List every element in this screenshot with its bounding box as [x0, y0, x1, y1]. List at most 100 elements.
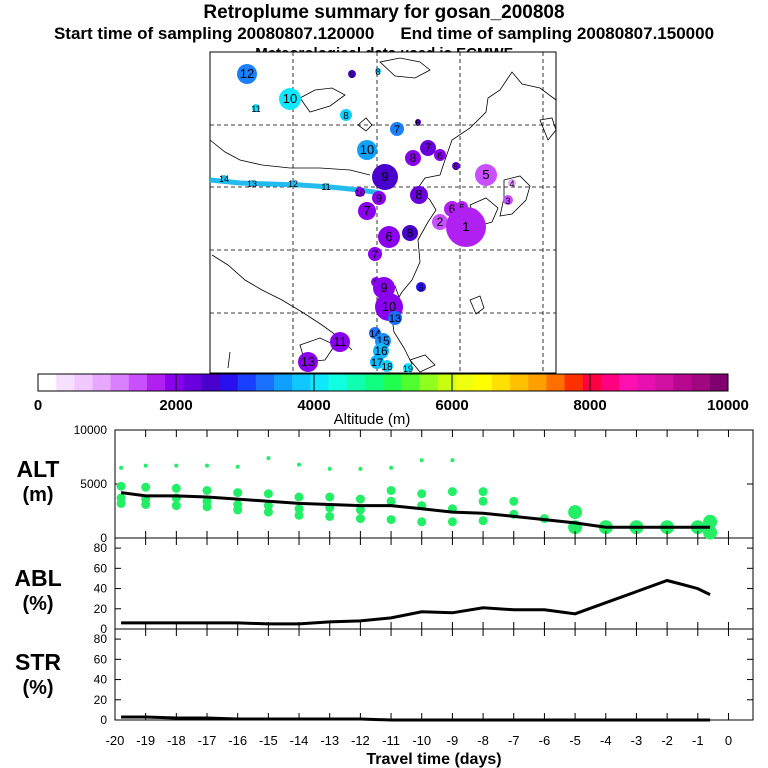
x-tick-label: -8	[477, 733, 489, 748]
colorbar-swatch	[183, 374, 202, 391]
map-dot-label: 2	[437, 215, 444, 229]
alt-point	[294, 510, 304, 520]
map-dot	[348, 70, 356, 78]
colorbar-swatch	[237, 374, 257, 391]
str-panel-label: STR	[15, 649, 61, 675]
map-dot	[252, 104, 260, 112]
x-tick-label: -6	[539, 733, 551, 748]
map-dot	[403, 363, 413, 373]
alt-point	[174, 463, 179, 468]
alt-point	[509, 496, 519, 506]
map-dot	[434, 149, 446, 161]
alt-point	[447, 517, 457, 527]
map-dot-label: 12	[240, 66, 254, 81]
colorbar-tick-label: 6000	[435, 397, 468, 414]
map-dot-label: 8	[407, 226, 414, 240]
map-dot-label: 8	[375, 67, 380, 77]
map-dot	[357, 140, 377, 160]
colorbar-swatch	[691, 374, 711, 391]
x-tick-label: 0	[725, 733, 732, 748]
x-tick-label: -15	[259, 733, 278, 748]
colorbar-swatch	[274, 374, 293, 391]
map-dot-label: 7	[363, 203, 370, 218]
x-axis: -20 -19 -18 -17 -16 -15 -14 -13 -12 -11 -10 -9 -8 -7-…	[106, 430, 732, 748]
x-tick-label: -18	[167, 733, 186, 748]
colorbar-swatch	[655, 374, 674, 391]
abl-panel-unit: (%)	[22, 593, 53, 615]
colorbar-swatch	[165, 374, 184, 391]
map-dot-label: 4	[509, 179, 514, 189]
alt-point	[703, 525, 718, 540]
map-dot	[402, 225, 418, 241]
colorbar-swatch	[600, 374, 620, 391]
colorbar-swatch	[401, 374, 420, 391]
str-line	[121, 715, 711, 722]
map-dot-label: 8	[415, 187, 422, 202]
str-panel-unit: (%)	[22, 677, 53, 699]
map-dot-label: 10	[283, 91, 297, 106]
colorbar-swatch	[364, 374, 384, 391]
map-dot-label: 9	[349, 70, 354, 80]
abl-panel-label: ABL	[14, 565, 61, 591]
x-tick-label: -1	[692, 733, 704, 748]
colorbar-swatch	[219, 374, 239, 391]
alt-ytick-label: 10000	[74, 423, 108, 437]
colorbar-swatch	[146, 374, 166, 391]
map-dot-label: 7	[425, 141, 432, 155]
alt-point	[202, 502, 212, 512]
map-dot	[249, 180, 255, 186]
colorbar-tick-label: 10000	[707, 397, 749, 414]
colorbar-swatch	[709, 374, 729, 391]
map-dot-label: 10	[355, 188, 365, 198]
alt-point	[389, 465, 394, 470]
alt-point	[355, 494, 365, 504]
map-dot	[452, 162, 460, 170]
end-time: End time of sampling 20080807.150000	[400, 24, 715, 43]
map-dot-label: 18	[381, 362, 393, 373]
map-dot	[508, 179, 516, 187]
colorbar-swatch	[292, 374, 311, 391]
map-dot-label: 11	[251, 104, 260, 114]
colorbar-label: Altitude (m)	[334, 411, 411, 428]
map-dot	[290, 180, 296, 186]
map-dot-label: 7	[372, 249, 378, 261]
alt-point	[419, 458, 424, 463]
alt-point	[297, 462, 301, 467]
alt-point	[386, 515, 396, 525]
map-dot	[381, 360, 393, 372]
map-plume-dots: 1298101187610876554314131211109987654216…	[219, 64, 516, 374]
map-dot	[237, 64, 257, 84]
colorbar-swatch	[564, 374, 584, 391]
alt-ytick-label: 0	[100, 531, 107, 545]
alt-point	[294, 492, 304, 502]
alt-point	[171, 501, 181, 511]
str-ytick-label: 80	[94, 632, 108, 646]
colorbar-tick-label: 8000	[573, 397, 606, 414]
map-dot-label: 6	[449, 202, 456, 216]
abl-ytick-label: 20	[94, 602, 108, 616]
abl-ytick-label: 60	[94, 561, 108, 575]
alt-mean-line	[120, 491, 711, 529]
alt-point	[325, 511, 335, 521]
x-tick-label: -2	[661, 733, 673, 748]
map-dot	[368, 247, 382, 261]
colorbar-swatch	[56, 374, 75, 391]
map-dot-label: 10	[382, 299, 396, 314]
x-tick-label: -10	[412, 733, 431, 748]
alt-point	[417, 517, 427, 527]
alt-point	[205, 463, 209, 468]
colorbar-swatch	[637, 374, 656, 391]
sampling-times: Start time of sampling 20080807.120000 En…	[0, 24, 768, 44]
alt-point	[325, 492, 335, 502]
alt-point	[703, 514, 718, 529]
alt-point	[202, 486, 212, 495]
alt-point	[263, 489, 273, 499]
alt-point	[233, 488, 243, 498]
map-dot	[279, 88, 301, 110]
colorbar-swatch	[128, 374, 148, 391]
map-dot-label: 6	[415, 118, 420, 128]
colorbar-tick-label: 4000	[297, 397, 330, 414]
map-dot-label: 17	[371, 357, 383, 369]
str-ytick-label: 20	[94, 693, 108, 707]
colorbar-ticks: 0 2000 4000 6000 8000 10000	[34, 374, 749, 414]
